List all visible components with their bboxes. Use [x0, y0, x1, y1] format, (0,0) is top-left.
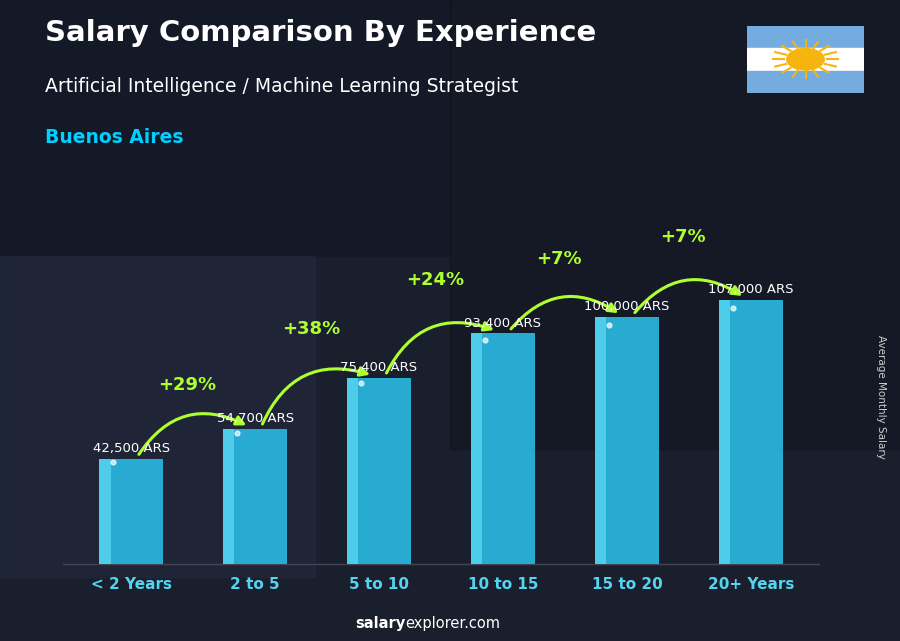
Bar: [223, 429, 287, 564]
Point: [478, 335, 492, 345]
Text: Average Monthly Salary: Average Monthly Salary: [877, 335, 886, 460]
Bar: [346, 378, 358, 564]
Text: explorer.com: explorer.com: [405, 617, 500, 631]
Bar: [471, 333, 482, 564]
Text: 42,500 ARS: 42,500 ARS: [93, 442, 170, 456]
Bar: [0, 0, 450, 256]
Text: +29%: +29%: [158, 376, 216, 394]
Text: Buenos Aires: Buenos Aires: [45, 128, 184, 147]
Bar: [747, 26, 864, 48]
Point: [230, 428, 244, 438]
Text: Artificial Intelligence / Machine Learning Strategist: Artificial Intelligence / Machine Learni…: [45, 77, 518, 96]
Bar: [346, 378, 411, 564]
Bar: [450, 0, 900, 449]
Bar: [595, 317, 607, 564]
Bar: [223, 429, 235, 564]
Bar: [0, 256, 315, 577]
Bar: [718, 300, 730, 564]
Bar: [595, 317, 659, 564]
Bar: [471, 333, 536, 564]
Bar: [747, 71, 864, 93]
Circle shape: [787, 49, 824, 70]
Text: 107,000 ARS: 107,000 ARS: [708, 283, 794, 296]
Bar: [99, 459, 164, 564]
Point: [602, 319, 616, 329]
Point: [106, 457, 121, 467]
Text: salary: salary: [355, 617, 405, 631]
Text: 75,400 ARS: 75,400 ARS: [340, 362, 418, 374]
Bar: [747, 48, 864, 71]
Text: +7%: +7%: [536, 250, 581, 268]
Bar: [99, 459, 111, 564]
Text: Salary Comparison By Experience: Salary Comparison By Experience: [45, 19, 596, 47]
Text: 54,700 ARS: 54,700 ARS: [217, 412, 293, 426]
Text: 100,000 ARS: 100,000 ARS: [584, 301, 670, 313]
Point: [354, 378, 368, 388]
Text: +24%: +24%: [406, 271, 464, 289]
Text: 93,400 ARS: 93,400 ARS: [464, 317, 542, 329]
Text: +7%: +7%: [660, 228, 706, 246]
Bar: [718, 300, 783, 564]
Text: +38%: +38%: [282, 320, 340, 338]
Point: [725, 303, 740, 313]
